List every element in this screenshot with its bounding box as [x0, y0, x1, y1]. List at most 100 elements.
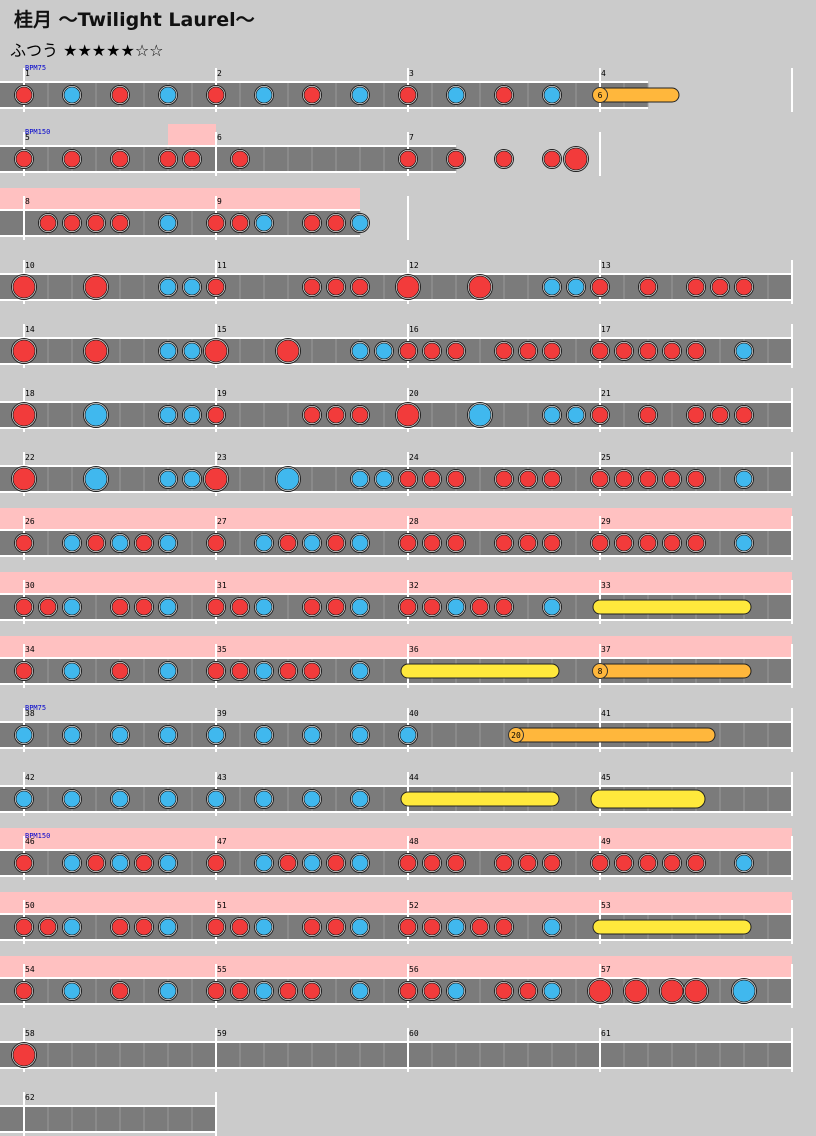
- ka-note: [111, 726, 129, 744]
- ka-note: [255, 662, 273, 680]
- measure-number: 5: [25, 133, 30, 142]
- measure-number: 26: [25, 517, 35, 526]
- don-note: [615, 342, 633, 360]
- measure-number: 22: [25, 453, 35, 462]
- drumroll-count: 20: [511, 731, 521, 740]
- measure-number: 10: [25, 261, 35, 270]
- big-drumroll-bar: [400, 791, 560, 807]
- don-note: [135, 918, 153, 936]
- don-note: [519, 342, 537, 360]
- don-note: [207, 598, 225, 616]
- don-note: [15, 662, 33, 680]
- don-note: [231, 214, 249, 232]
- measure-number: 49: [601, 837, 611, 846]
- note-lane: [0, 1106, 216, 1132]
- drumroll-bar: [592, 663, 752, 679]
- don-note: [39, 918, 57, 936]
- song-title: 桂月 〜Twilight Laurel〜: [14, 9, 255, 31]
- gogo-band: [168, 124, 216, 146]
- don-note: [543, 534, 561, 552]
- don-note: [423, 470, 441, 488]
- ka-note: [159, 534, 177, 552]
- measure-number: 59: [217, 1029, 227, 1038]
- measure-number: 53: [601, 901, 611, 910]
- don-note: [327, 534, 345, 552]
- don-note: [543, 150, 561, 168]
- measure-number: 2: [217, 69, 222, 78]
- don-note: [399, 534, 417, 552]
- don-note: [111, 86, 129, 104]
- don-note: [663, 854, 681, 872]
- don-note: [423, 342, 441, 360]
- ka-note: [543, 278, 561, 296]
- don-note: [303, 214, 321, 232]
- don-note: [663, 342, 681, 360]
- don-note: [279, 854, 297, 872]
- don-note: [687, 278, 705, 296]
- measure-number: 51: [217, 901, 227, 910]
- measure-number: 36: [409, 645, 419, 654]
- don-note: [231, 982, 249, 1000]
- don-note: [327, 854, 345, 872]
- don-note: [639, 278, 657, 296]
- measure-number: 55: [217, 965, 227, 974]
- ka-note: [351, 982, 369, 1000]
- drumroll-head: [508, 727, 524, 743]
- measure-number: 35: [217, 645, 227, 654]
- ka-note: [159, 278, 177, 296]
- measure-number: 37: [601, 645, 611, 654]
- measure-number: 34: [25, 645, 35, 654]
- don-note: [303, 406, 321, 424]
- measure-number: 21: [601, 389, 611, 398]
- don-note: [447, 342, 465, 360]
- ka-note: [351, 470, 369, 488]
- don-note: [351, 278, 369, 296]
- don-note: [495, 534, 513, 552]
- drumroll-count: 8: [598, 667, 603, 676]
- ka-note: [255, 918, 273, 936]
- measure-number: 45: [601, 773, 611, 782]
- ka-note: [351, 790, 369, 808]
- don-note: [495, 86, 513, 104]
- don-note: [207, 854, 225, 872]
- don-note: [591, 470, 609, 488]
- don-note: [279, 982, 297, 1000]
- ka-note: [351, 534, 369, 552]
- don-note: [423, 854, 441, 872]
- measure-number: 30: [25, 581, 35, 590]
- don-note: [591, 534, 609, 552]
- note-lane: [0, 338, 792, 364]
- ka-note: [567, 406, 585, 424]
- ka-note: [159, 86, 177, 104]
- ka-note: [255, 726, 273, 744]
- note-lane: [0, 466, 792, 492]
- ka-note: [351, 214, 369, 232]
- big-don-note: [588, 979, 612, 1003]
- ka-note: [735, 534, 753, 552]
- measure-number: 8: [25, 197, 30, 206]
- ka-note: [63, 86, 81, 104]
- big-drumroll-bar: [400, 663, 560, 679]
- measure-number: 47: [217, 837, 227, 846]
- don-note: [591, 854, 609, 872]
- ka-note: [159, 790, 177, 808]
- big-don-note: [204, 339, 228, 363]
- don-note: [423, 918, 441, 936]
- measure-number: 57: [601, 965, 611, 974]
- measure-number: 38: [25, 709, 35, 718]
- measure-number: 46: [25, 837, 35, 846]
- ka-note: [447, 86, 465, 104]
- don-note: [399, 854, 417, 872]
- ka-note: [159, 406, 177, 424]
- big-don-note: [396, 403, 420, 427]
- measure-number: 52: [409, 901, 419, 910]
- big-ka-note: [276, 467, 300, 491]
- don-note: [615, 534, 633, 552]
- measure-number: 18: [25, 389, 35, 398]
- ka-note: [159, 470, 177, 488]
- don-note: [111, 150, 129, 168]
- ka-note: [183, 406, 201, 424]
- don-note: [207, 214, 225, 232]
- don-note: [543, 854, 561, 872]
- ka-note: [63, 534, 81, 552]
